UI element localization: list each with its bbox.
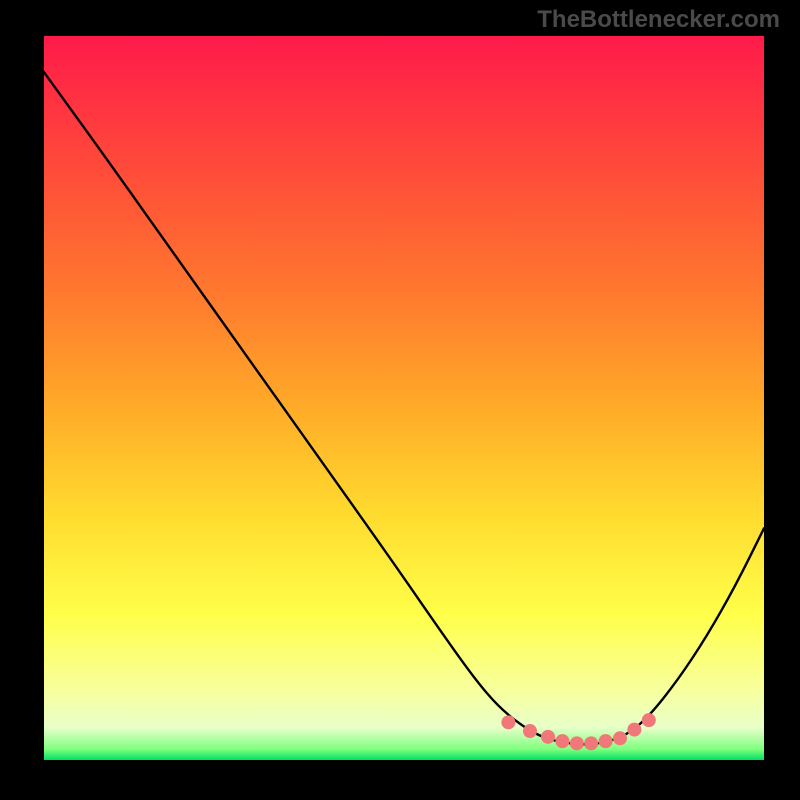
- chart-container: TheBottlenecker.com: [0, 0, 800, 800]
- data-marker: [541, 730, 555, 744]
- watermark-text: TheBottlenecker.com: [537, 6, 780, 34]
- data-marker: [501, 715, 515, 729]
- data-marker: [555, 734, 569, 748]
- data-marker: [613, 731, 627, 745]
- plot-svg: [44, 36, 764, 760]
- data-marker: [599, 734, 613, 748]
- gradient-background: [44, 36, 764, 760]
- data-marker: [570, 736, 584, 750]
- data-marker: [627, 723, 641, 737]
- data-marker: [523, 724, 537, 738]
- plot-area: [44, 36, 764, 760]
- data-marker: [642, 713, 656, 727]
- data-marker: [584, 736, 598, 750]
